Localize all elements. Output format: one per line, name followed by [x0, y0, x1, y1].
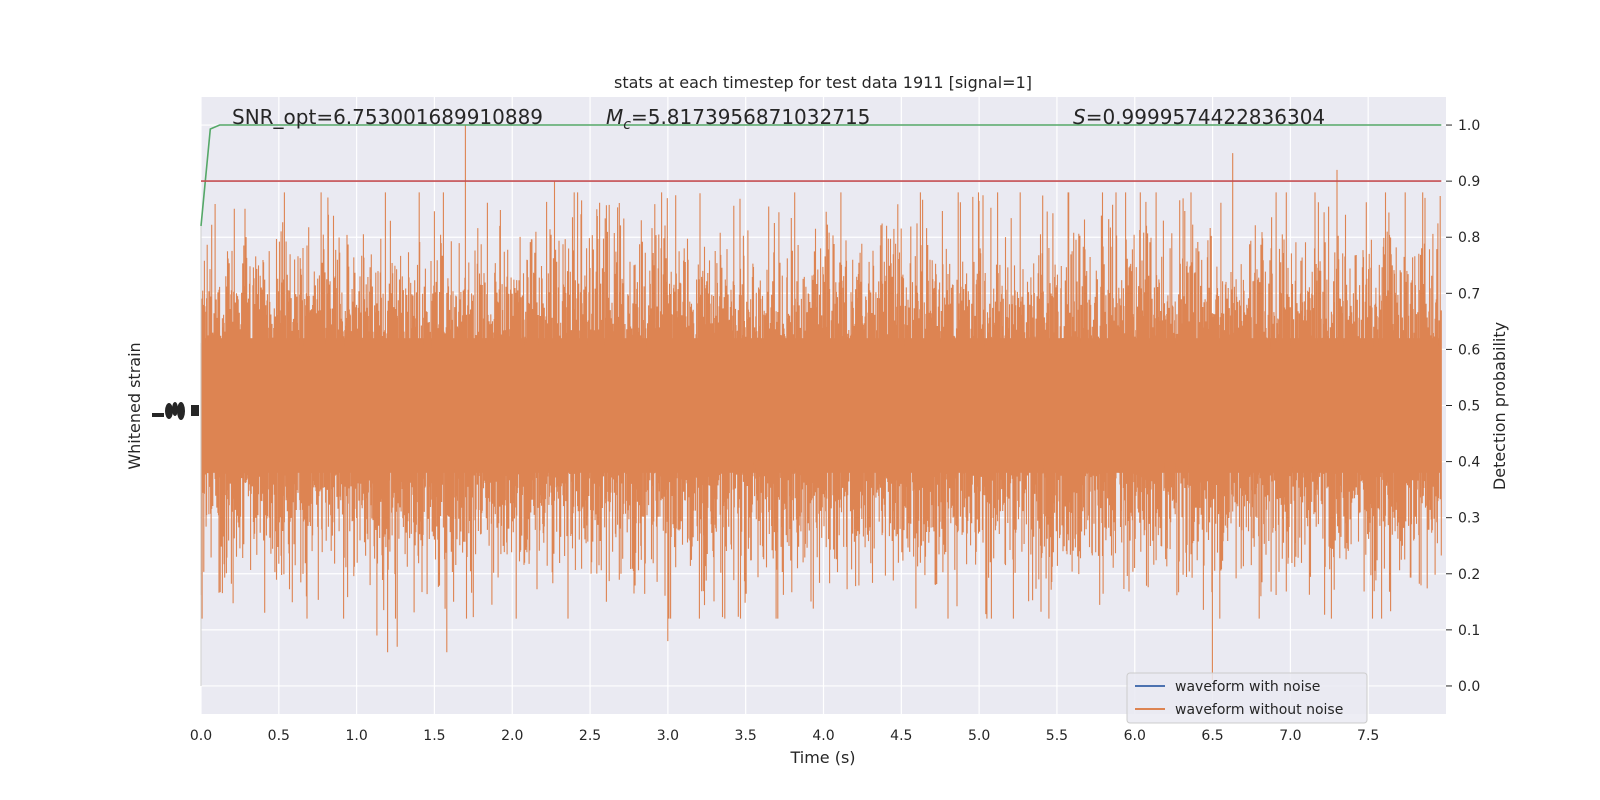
x-tick-label: 5.0 — [968, 728, 990, 744]
x-axis-ticks: 0.0 0.5 1.0 1.5 2.0 2.5 3.0 3.5 4.0 4.5 5.0 5.5 6.0 6… — [190, 728, 1379, 744]
y-tick-label: 0.8 — [1458, 230, 1480, 246]
mc-annotation: Mc=5.8173956871032715 — [606, 105, 870, 133]
y-axis-label-left: Whitened strain — [125, 342, 144, 469]
legend-box — [1126, 672, 1368, 724]
x-tick-label: 3.0 — [657, 728, 679, 744]
x-tick-label: 3.5 — [735, 728, 757, 744]
x-tick-label: 6.5 — [1201, 728, 1223, 744]
x-tick-label: 1.5 — [423, 728, 445, 744]
y-tick-label: 1.0 — [1458, 118, 1480, 134]
x-tick-label: 2.5 — [579, 728, 601, 744]
left-axis-tick-cluster — [152, 402, 199, 420]
snr-annotation: SNR_opt=6.753001689910889 — [232, 105, 543, 129]
x-tick-label: 1.0 — [345, 728, 367, 744]
y-tick-label: 0.7 — [1458, 286, 1480, 302]
y-tick-label: 0.1 — [1458, 623, 1480, 639]
x-tick-label: 2.0 — [501, 728, 523, 744]
x-tick-label: 0.5 — [268, 728, 290, 744]
x-tick-label: 6.0 — [1124, 728, 1146, 744]
probability-lines — [200, 124, 1442, 686]
series-waveform-without-noise — [200, 125, 1442, 681]
y-tick-label: 0.5 — [1458, 399, 1480, 415]
s-annotation: S=0.9999574422836304 — [1073, 105, 1325, 129]
x-tick-label: 0.0 — [190, 728, 212, 744]
x-tick-label: 7.5 — [1357, 728, 1379, 744]
y-axis-label-right: Detection probability — [1490, 322, 1509, 490]
y-tick-label: 0.4 — [1458, 455, 1480, 471]
x-tick-label: 5.5 — [1046, 728, 1068, 744]
x-tick-label: 4.5 — [890, 728, 912, 744]
legend-entry-with-noise: waveform with noise — [1175, 679, 1320, 695]
legend-entry-without-noise: waveform without noise — [1175, 702, 1343, 718]
line-detection-probability — [200, 124, 1442, 227]
x-axis-label: Time (s) — [789, 748, 855, 767]
y-tick-label: 0.0 — [1458, 679, 1480, 695]
y-tick-label: 0.6 — [1458, 342, 1480, 358]
chart-title: stats at each timestep for test data 191… — [614, 73, 1032, 92]
y-tick-label: 0.3 — [1458, 511, 1480, 527]
legend: waveform with noise waveform without noi… — [1126, 672, 1368, 724]
x-tick-label: 4.0 — [812, 728, 834, 744]
y-axis-ticks-right: 0.0 0.1 0.2 0.3 0.4 0.5 0.6 0.7 0.8 0.9 1.0 — [1446, 118, 1480, 695]
y-tick-label: 0.9 — [1458, 174, 1480, 190]
y-tick-label: 0.2 — [1458, 567, 1480, 583]
x-tick-label: 7.0 — [1279, 728, 1301, 744]
